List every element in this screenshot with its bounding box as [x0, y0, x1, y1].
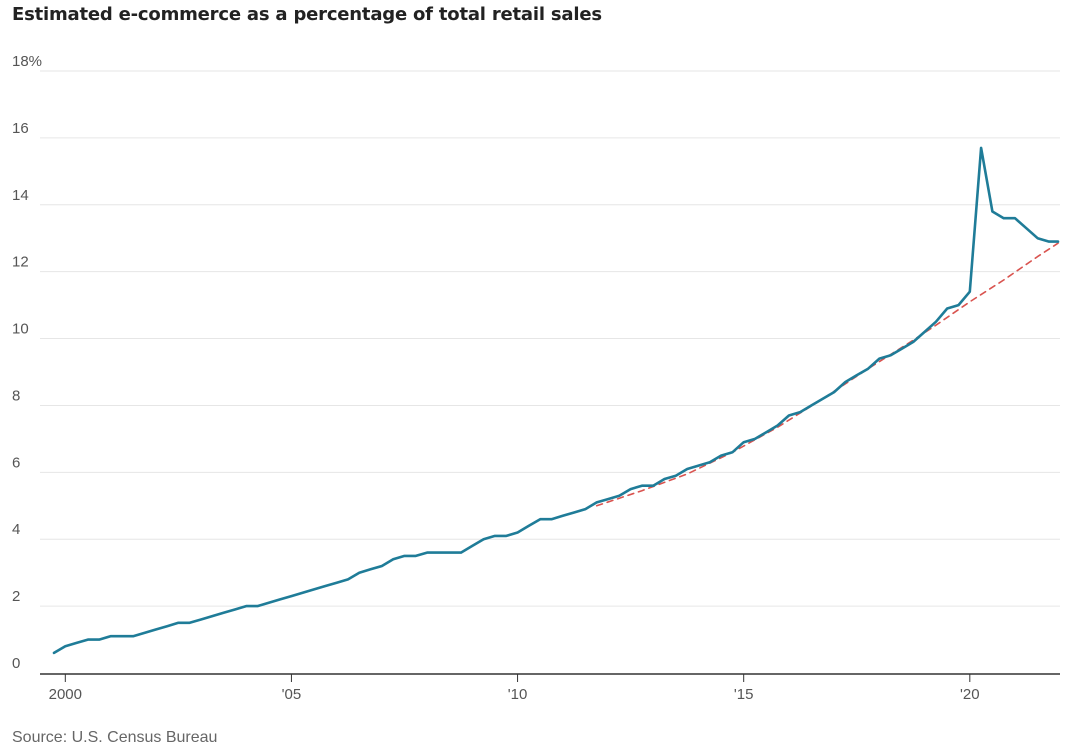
grid-lines	[40, 70, 1060, 607]
trend-line	[595, 242, 1059, 507]
y-axis-ticks: 0 2 4 6 8 10 12 14 16 18%	[12, 53, 42, 672]
series-layer	[52, 146, 1060, 655]
ecommerce-share-line	[52, 146, 1060, 655]
y-tick-label-12: 12	[12, 254, 29, 271]
y-tick-label-2: 2	[12, 588, 20, 605]
chart-source: Source: U.S. Census Bureau	[12, 729, 218, 746]
x-tick-label-2010: '10	[508, 686, 528, 703]
y-tick-label-16: 16	[12, 120, 29, 137]
y-tick-label-10: 10	[12, 321, 29, 338]
x-tick-label-2015: '15	[734, 686, 754, 703]
y-tick-label-8: 8	[12, 387, 20, 404]
y-tick-label-14: 14	[12, 187, 29, 204]
y-tick-label-6: 6	[12, 454, 20, 471]
x-tick-label-2020: '20	[960, 686, 980, 703]
y-tick-label-18: 18%	[12, 53, 42, 70]
x-axis-ticks: 2000 '05 '10 '15 '20	[49, 674, 980, 703]
x-tick-label-2005: '05	[282, 686, 302, 703]
y-tick-label-0: 0	[12, 655, 20, 672]
x-tick-label-2000: 2000	[49, 686, 82, 703]
y-tick-label-4: 4	[12, 521, 20, 538]
chart-title: Estimated e-commerce as a percentage of …	[12, 4, 602, 25]
